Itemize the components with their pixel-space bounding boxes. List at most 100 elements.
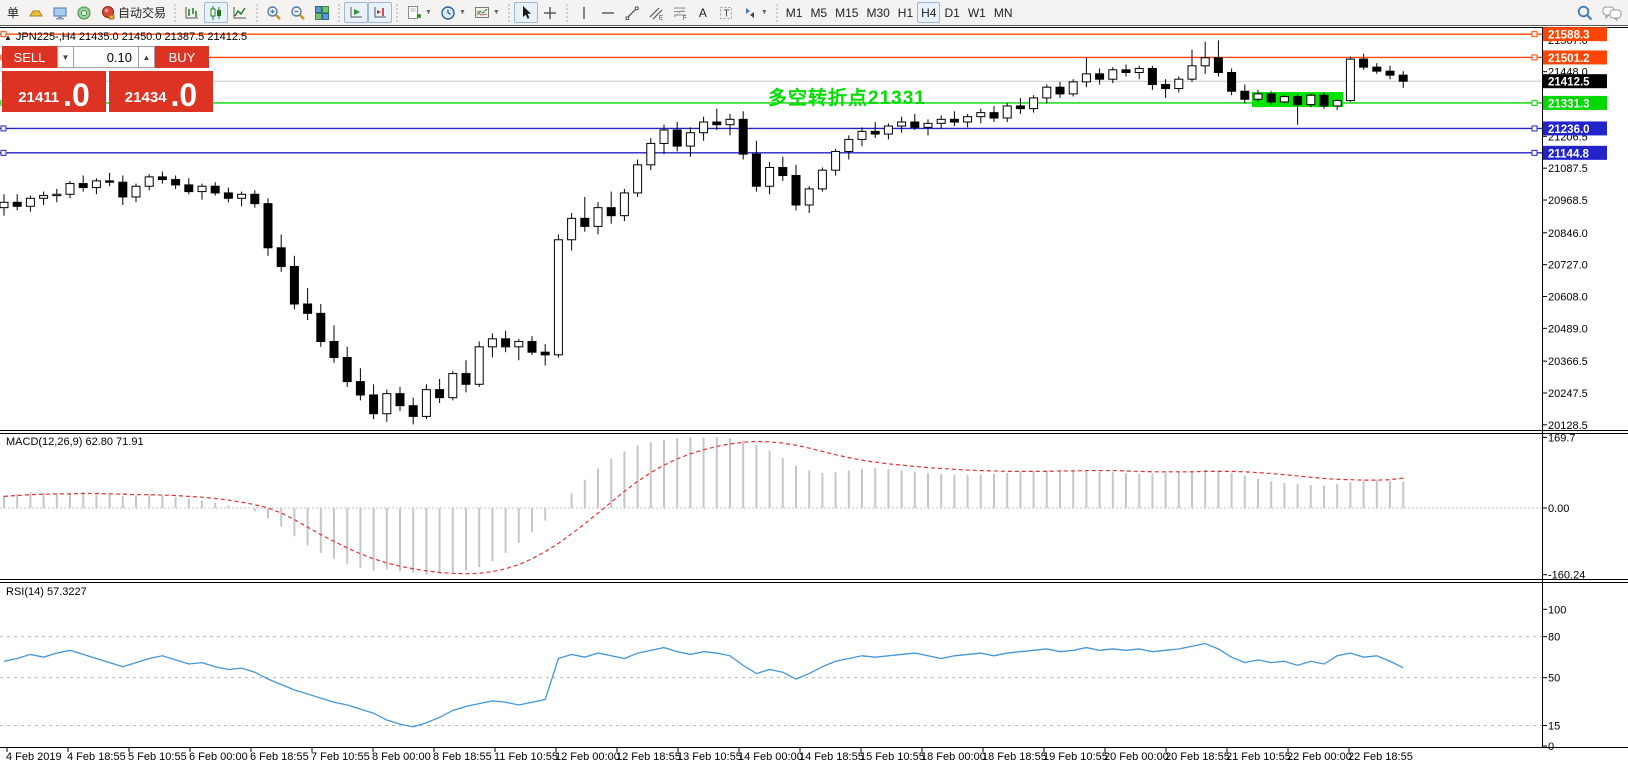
time-axis-label[interactable]: 20 Feb 00:00 <box>1104 751 1169 763</box>
timeframe-h1-button[interactable]: H1 <box>894 2 917 23</box>
candle-body <box>1015 105 1025 110</box>
chart-shift-button[interactable] <box>368 2 393 23</box>
time-axis-label[interactable]: 12 Feb 18:55 <box>616 751 681 763</box>
buy-button[interactable]: BUY <box>155 46 209 68</box>
candle-body <box>118 181 128 198</box>
chat-button[interactable] <box>1598 2 1626 23</box>
periods-button[interactable]: ▼ <box>436 2 470 23</box>
time-axis-label[interactable]: 18 Feb 18:55 <box>982 751 1047 763</box>
time-axis-label[interactable]: 20 Feb 18:55 <box>1165 751 1230 763</box>
price-tick-label: 20727.0 <box>1548 260 1588 272</box>
time-axis-label[interactable]: 8 Feb 18:55 <box>433 751 492 763</box>
volume-input[interactable] <box>74 46 138 68</box>
bar-chart-button[interactable] <box>180 2 204 23</box>
cursor-button[interactable] <box>513 2 538 23</box>
crosshair-button[interactable] <box>538 2 562 23</box>
candlestick-chart-button[interactable] <box>204 2 229 23</box>
search-button[interactable] <box>1572 2 1598 23</box>
time-axis-label[interactable]: 22 Feb 18:55 <box>1348 751 1413 763</box>
new-order-button[interactable]: 单 <box>2 2 24 23</box>
line-handle <box>1531 149 1538 156</box>
auto-scroll-button[interactable] <box>344 2 369 23</box>
trendline-button[interactable] <box>620 2 644 23</box>
time-axis-label[interactable]: 8 Feb 00:00 <box>372 751 431 763</box>
volume-down-button[interactable]: ▼ <box>57 46 74 68</box>
autotrade-button[interactable]: 自动交易 <box>96 2 170 23</box>
time-axis-label[interactable]: 14 Feb 18:55 <box>799 751 864 763</box>
candle-body <box>1108 69 1118 80</box>
horizontal-line-button[interactable] <box>596 2 620 23</box>
volume-up-button[interactable]: ▲ <box>138 46 155 68</box>
time-axis-label[interactable]: 11 Feb 10:55 <box>494 751 558 763</box>
gold-icon[interactable] <box>24 2 48 23</box>
rsi-plot-area[interactable] <box>0 583 1542 746</box>
tile-icon <box>314 5 330 21</box>
candles-icon <box>208 5 224 21</box>
rsi-axis-label: 80 <box>1548 632 1560 644</box>
price-badge-label: 21588.3 <box>1548 30 1590 42</box>
time-axis-label[interactable]: 6 Feb 18:55 <box>250 751 309 763</box>
candle-body <box>52 193 62 197</box>
macd-axis-label: 0.00 <box>1548 503 1569 515</box>
time-axis-label[interactable]: 15 Feb 10:55 <box>860 751 925 763</box>
sell-price-box[interactable]: 21411 .0 <box>2 71 106 112</box>
timeframe-m1-button[interactable]: M1 <box>782 2 807 23</box>
timeframe-mn-button[interactable]: MN <box>990 2 1017 23</box>
collapse-trade-panel-icon[interactable]: ▲ <box>4 32 12 42</box>
time-axis-label[interactable]: 12 Feb 00:00 <box>555 751 620 763</box>
time-axis-label[interactable]: 21 Feb 10:55 <box>1226 751 1291 763</box>
line-chart-button[interactable] <box>228 2 252 23</box>
candle-body <box>593 207 603 227</box>
candle-body <box>421 389 431 417</box>
templates-button[interactable]: ▼ <box>470 2 504 23</box>
candle-body <box>1200 57 1210 67</box>
candle-body <box>883 125 893 135</box>
zoom-in-button[interactable] <box>262 2 286 23</box>
candle-body <box>105 180 115 183</box>
rsi-line <box>3 642 1404 728</box>
candle-body <box>250 193 260 205</box>
channel-button[interactable]: E <box>644 2 668 23</box>
buy-price-box[interactable]: 21434 .0 <box>109 71 213 112</box>
timeframe-h4-button[interactable]: H4 <box>917 2 941 23</box>
time-axis-label[interactable]: 19 Feb 10:55 <box>1043 751 1108 763</box>
time-axis-label[interactable]: 4 Feb 2019 <box>6 751 62 763</box>
candle-body <box>25 197 35 207</box>
time-axis-label[interactable]: 5 Feb 10:55 <box>128 751 187 763</box>
text-button[interactable]: A <box>692 2 714 23</box>
candle-body <box>1147 67 1157 86</box>
toolbar-separator <box>565 3 568 22</box>
timeframe-m5-button[interactable]: M5 <box>806 2 831 23</box>
timeframe-h1-button-label: H1 <box>897 5 914 20</box>
time-axis-label[interactable]: 18 Feb 00:00 <box>921 751 986 763</box>
price-tick-label: 20968.5 <box>1548 195 1588 207</box>
price-badge-21588.3 <box>1543 27 1607 42</box>
time-axis-label[interactable]: 22 Feb 00:00 <box>1287 751 1352 763</box>
timeframe-m15-button[interactable]: M15 <box>831 2 862 23</box>
time-axis-label[interactable]: 7 Feb 10:55 <box>311 751 370 763</box>
macd-plot-area[interactable] <box>0 434 1542 578</box>
community-icon[interactable] <box>72 2 96 23</box>
pivot-annotation-text: 多空转折点21331 <box>768 88 926 109</box>
sell-button[interactable]: SELL <box>2 46 57 68</box>
chartshift-icon <box>372 5 388 21</box>
fibonacci-button[interactable]: F <box>668 2 692 23</box>
shapes-button[interactable]: ▼ <box>738 2 772 23</box>
timeframe-w1-button[interactable]: W1 <box>964 2 990 23</box>
timeframe-m30-button[interactable]: M30 <box>862 2 893 23</box>
vertical-line-button[interactable] <box>572 2 596 23</box>
terminal-icon[interactable] <box>48 2 72 23</box>
zoom-out-button[interactable] <box>286 2 310 23</box>
time-axis-label[interactable]: 13 Feb 10:55 <box>677 751 742 763</box>
linechart-icon <box>232 5 248 21</box>
indicators-button[interactable]: ▼ <box>402 2 436 23</box>
label-button[interactable]: T <box>714 2 738 23</box>
time-axis-label[interactable]: 6 Feb 00:00 <box>189 751 248 763</box>
rsi-axis-label: 50 <box>1548 673 1560 685</box>
time-axis-label[interactable]: 4 Feb 18:55 <box>67 751 126 763</box>
tile-windows-button[interactable] <box>310 2 334 23</box>
candle-body <box>1398 74 1408 82</box>
timeframe-d1-button[interactable]: D1 <box>940 2 963 23</box>
time-axis-label[interactable]: 14 Feb 00:00 <box>738 751 803 763</box>
